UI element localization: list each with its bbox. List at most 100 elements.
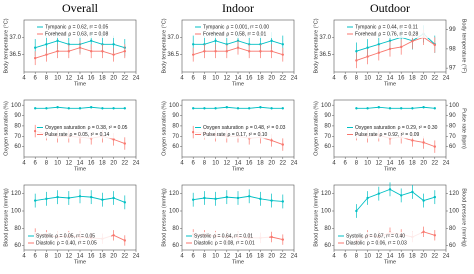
x-tick-label: 18 [409, 254, 416, 260]
point [90, 195, 93, 199]
y-tick-label: 60 [172, 144, 179, 150]
point [270, 139, 273, 142]
point [123, 142, 127, 145]
point [56, 195, 59, 199]
series-line [356, 188, 435, 212]
x-tick-label: 12 [223, 254, 230, 260]
point [236, 107, 240, 110]
x-tick-label: 24 [443, 254, 450, 260]
y-tick-label: 100 [11, 209, 22, 215]
x-tick-label: 20 [110, 254, 117, 260]
point [422, 230, 425, 233]
point [78, 195, 82, 198]
point [411, 107, 414, 110]
x-tick-label: 16 [398, 254, 405, 260]
point [411, 139, 414, 142]
x-tick-label: 24 [291, 254, 298, 260]
y-tick-label: 100 [11, 103, 22, 109]
legend-label: Forehead [45, 31, 67, 37]
legend-label: Systolic [36, 233, 54, 239]
x-tick-label: 12 [223, 76, 230, 82]
y-tick-label: 37.0 [319, 35, 331, 41]
x-tick-label: 8 [45, 161, 49, 167]
y2-tick-label: 80 [449, 226, 456, 232]
x-tick-label: 16 [398, 76, 405, 82]
x-tick-label: 6 [344, 161, 348, 167]
x-tick-label: 8 [203, 76, 207, 82]
x-tick-label: 4 [180, 254, 184, 260]
y2-tick-label: 100 [449, 209, 460, 215]
legend-stat: ρ = 0.76, r² = 0.28 [378, 31, 418, 37]
point [192, 53, 195, 56]
y2-tick-label: 80 [449, 123, 456, 129]
y-tick-label: 80 [14, 123, 21, 129]
x-tick-label: 20 [420, 254, 427, 260]
legend-label: Pulse rate [45, 132, 68, 138]
x-tick-label: 18 [409, 161, 416, 167]
x-tick-label: 16 [246, 254, 253, 260]
point [366, 196, 369, 200]
y-tick-label: 90 [172, 113, 179, 119]
point [78, 107, 82, 110]
x-tick-label: 18 [99, 161, 106, 167]
legend-label: Forehead [355, 31, 377, 37]
point [34, 107, 37, 110]
point [248, 107, 251, 110]
y-axis-title: Blood pressure (mmHg) [313, 188, 319, 247]
x-tick-label: 6 [34, 161, 38, 167]
point [377, 106, 380, 109]
x-tick-label: 22 [431, 254, 438, 260]
x-tick-label: 14 [387, 161, 394, 167]
legend-stat: ρ = 0.63, r² = 0.08 [68, 31, 108, 37]
x-tick-label: 12 [65, 161, 72, 167]
point [281, 53, 284, 56]
y-tick-label: 70 [14, 134, 21, 140]
x-tick-label: 10 [364, 254, 371, 260]
legend-box [346, 123, 430, 139]
legend-stat: ρ = 0.40, r² = 0.05 [57, 240, 97, 246]
x-tick-label: 16 [398, 161, 405, 167]
legend-label: Diastolic [36, 240, 55, 246]
y-axis-title: Body temperature (°C) [161, 18, 167, 73]
point [45, 43, 48, 46]
x-tick-label: 8 [45, 76, 49, 82]
y-tick-label: 60 [324, 243, 331, 249]
y-tick-label: 100 [321, 103, 332, 109]
x-tick-label: 18 [257, 76, 264, 82]
point [355, 209, 358, 213]
x-tick-label: 6 [344, 254, 348, 260]
x-tick-label: 4 [332, 254, 336, 260]
x-tick-label: 10 [212, 161, 219, 167]
point [101, 198, 104, 201]
y-axis-title: Oxygen saturation (%) [161, 101, 167, 156]
x-tick-label: 14 [235, 161, 242, 167]
point [270, 50, 273, 53]
y-tick-label: 120 [11, 191, 22, 197]
point [112, 53, 115, 56]
point [270, 39, 273, 42]
point [377, 51, 380, 54]
x-tick-label: 18 [99, 254, 106, 260]
x-tick-label: 24 [291, 76, 298, 82]
x-axis-title: Time [74, 166, 86, 172]
y-tick-label: 90 [14, 113, 21, 119]
legend-stat: ρ = 0.44, r² = 0.11 [378, 24, 418, 30]
point [34, 56, 37, 60]
legend-stat: ρ = 0.05, r² = 0.14 [70, 132, 110, 138]
point [90, 39, 93, 42]
panel-title: Outdoor [370, 1, 410, 15]
point [192, 130, 195, 134]
point [45, 107, 48, 110]
y-tick-label: 80 [324, 123, 331, 129]
y-axis-title: Blood pressure (mmHg) [3, 188, 9, 247]
point [123, 201, 127, 204]
x-tick-label: 4 [180, 161, 184, 167]
x-tick-label: 20 [420, 161, 427, 167]
legend-box [185, 232, 269, 247]
y-axis-title: Oxygen saturation (%) [3, 101, 9, 156]
legend-stat: ρ = 0.62, r² = 0.05 [68, 24, 108, 30]
x-tick-label: 12 [375, 254, 382, 260]
y2-tick-label: 120 [449, 191, 460, 197]
point [214, 197, 217, 201]
point [123, 50, 127, 53]
